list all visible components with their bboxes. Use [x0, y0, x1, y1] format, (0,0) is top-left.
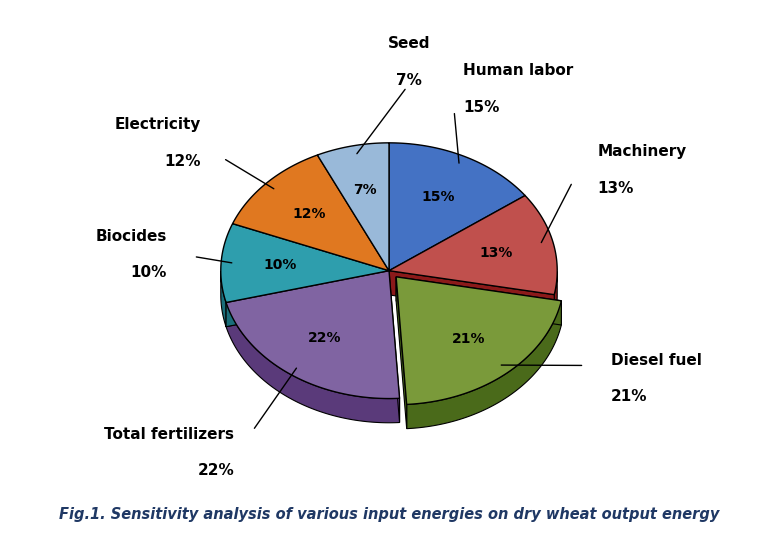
- Polygon shape: [226, 271, 389, 327]
- Polygon shape: [389, 271, 554, 319]
- Polygon shape: [221, 271, 226, 327]
- Polygon shape: [389, 143, 525, 271]
- Text: Seed: Seed: [388, 36, 430, 51]
- Text: Fig.1. Sensitivity analysis of various input energies on dry wheat output energy: Fig.1. Sensitivity analysis of various i…: [59, 507, 719, 522]
- Text: Human labor: Human labor: [463, 63, 573, 78]
- Text: 10%: 10%: [131, 265, 167, 280]
- Polygon shape: [221, 224, 389, 303]
- Polygon shape: [389, 271, 400, 423]
- Text: 10%: 10%: [263, 259, 296, 272]
- Text: 12%: 12%: [293, 207, 326, 221]
- Text: Total fertilizers: Total fertilizers: [104, 426, 234, 442]
- Text: 7%: 7%: [396, 73, 422, 88]
- Text: 15%: 15%: [463, 100, 499, 115]
- Polygon shape: [396, 277, 562, 325]
- Text: 22%: 22%: [308, 331, 342, 345]
- Text: 21%: 21%: [611, 389, 647, 404]
- Polygon shape: [554, 272, 557, 319]
- Text: 7%: 7%: [353, 183, 377, 197]
- Polygon shape: [226, 271, 389, 327]
- Polygon shape: [317, 143, 389, 271]
- Text: Biocides: Biocides: [96, 229, 167, 244]
- Text: 22%: 22%: [198, 463, 234, 478]
- Polygon shape: [226, 271, 400, 399]
- Polygon shape: [396, 277, 407, 429]
- Polygon shape: [233, 155, 389, 271]
- Text: 15%: 15%: [422, 190, 455, 204]
- Polygon shape: [226, 303, 400, 423]
- Polygon shape: [396, 277, 562, 405]
- Text: Electricity: Electricity: [114, 117, 201, 132]
- Text: 13%: 13%: [598, 181, 634, 196]
- Text: 13%: 13%: [479, 246, 513, 260]
- Polygon shape: [389, 196, 557, 295]
- Text: Machinery: Machinery: [598, 144, 687, 159]
- Text: Diesel fuel: Diesel fuel: [611, 353, 702, 368]
- Text: 21%: 21%: [452, 332, 485, 346]
- Text: 12%: 12%: [164, 154, 201, 168]
- Polygon shape: [407, 301, 562, 429]
